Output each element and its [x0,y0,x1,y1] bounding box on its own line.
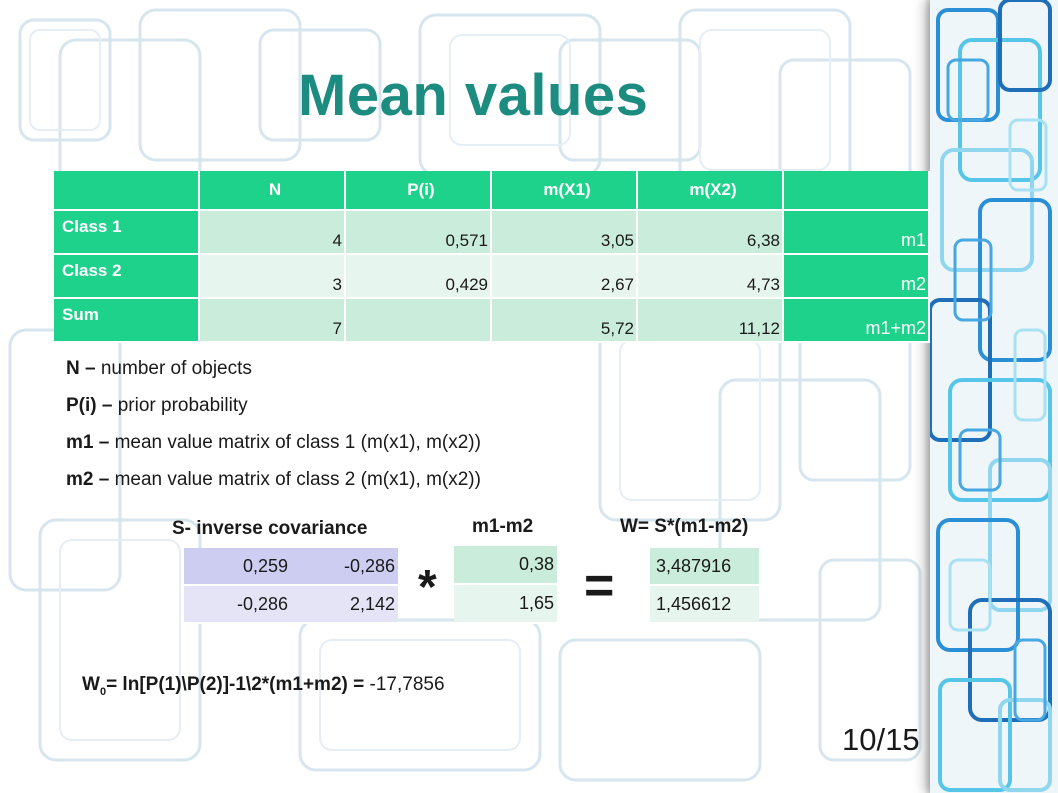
header-cell-empty [54,171,200,211]
table-row: 0,259 -0,286 [184,548,398,586]
header-cell-tag [783,171,930,211]
definition-term: P(i) – [66,395,113,416]
formula-subscript: 0 [99,685,107,698]
definition-text: mean value matrix of class 2 (m(x1), m(x… [109,469,481,490]
table-row: 3,487916 [650,548,759,586]
table-cell: 2,67 [491,254,638,299]
w-vector-table: 3,487916 1,456612 [650,548,759,624]
row-tag: m2 [783,254,930,299]
m-diff-table: 0,38 1,65 [454,546,557,624]
table-cell: 7 [199,298,346,343]
row-tag: m1 [783,210,930,255]
table-cell: 5,72 [491,298,638,343]
definition-text: prior probability [112,395,248,416]
page-number: 10/15 [842,722,920,757]
definition-term: m2 – [66,469,110,490]
table-cell: 3,487916 [650,548,759,586]
definition-term: N – [66,358,96,379]
row-label: Sum [54,298,200,343]
mean-values-table: N P(i) m(X1) m(X2) Class 1 4 0,571 3,05 … [54,171,930,343]
table-cell: 6,38 [637,210,784,255]
table-cell: 0,571 [345,210,492,255]
w-vector-label: W= S*(m1-m2) [620,516,749,537]
formula-w-letter: W [82,674,100,695]
w0-formula: W0= ln[P(1)\P(2)]-1\2*(m1+m2) = -17,7856 [82,674,445,698]
table-cell: -0,286 [291,548,398,586]
header-cell-mx2: m(X2) [637,171,784,211]
row-label: Class 1 [54,210,200,255]
s-matrix-table: 0,259 -0,286 -0,286 2,142 [184,548,398,624]
table-cell: 0,429 [345,254,492,299]
table-cell: 4 [199,210,346,255]
row-label: Class 2 [54,254,200,299]
m-diff-label: m1-m2 [472,516,534,537]
table-cell: -0,286 [184,585,291,624]
table-row: 1,65 [454,584,557,624]
table-cell: 3,05 [491,210,638,255]
definition-text: mean value matrix of class 1 (m(x1), m(x… [109,432,481,453]
definition-item: P(i) – prior probability [66,387,481,424]
table-row: 0,38 [454,546,557,585]
table-cell: 2,142 [291,585,398,624]
header-cell-n: N [199,171,346,211]
row-tag: m1+m2 [783,298,930,343]
table-cell: 1,456612 [650,585,759,624]
header-cell-mx1: m(X1) [491,171,638,211]
formula-result: -17,7856 [369,674,445,695]
table-cell: 4,73 [637,254,784,299]
table-cell: 0,259 [184,548,291,586]
definition-term: m1 – [66,432,110,453]
decorative-side-panel [930,0,1058,793]
definition-item: m2 – mean value matrix of class 2 (m(x1)… [66,461,481,498]
table-cell: 1,65 [454,584,557,624]
slide-title: Mean values [298,63,649,128]
table-cell: 3 [199,254,346,299]
definition-text: number of objects [95,358,252,379]
table-cell: 11,12 [637,298,784,343]
table-row: Class 2 3 0,429 2,67 4,73 m2 [54,254,930,299]
table-header-row: N P(i) m(X1) m(X2) [54,171,930,211]
table-row: Class 1 4 0,571 3,05 6,38 m1 [54,210,930,255]
header-cell-p: P(i) [345,171,492,211]
s-matrix-label: S- inverse covariance [172,518,368,539]
panel-shadow [924,0,932,793]
table-cell [345,298,492,343]
table-row: 1,456612 [650,585,759,624]
table-row: -0,286 2,142 [184,585,398,624]
table-row: Sum 7 5,72 11,12 m1+m2 [54,298,930,343]
table-cell: 0,38 [454,546,557,585]
formula-expression: = ln[P(1)\P(2)]-1\2*(m1+m2) = [106,674,370,695]
multiply-operator: * [418,561,437,614]
equals-operator: = [584,557,615,615]
definition-item: m1 – mean value matrix of class 1 (m(x1)… [66,424,481,461]
definition-item: N – number of objects [66,350,481,387]
definitions-list: N – number of objects P(i) – prior proba… [66,350,481,498]
circuit-pattern-graphic [930,0,1052,792]
